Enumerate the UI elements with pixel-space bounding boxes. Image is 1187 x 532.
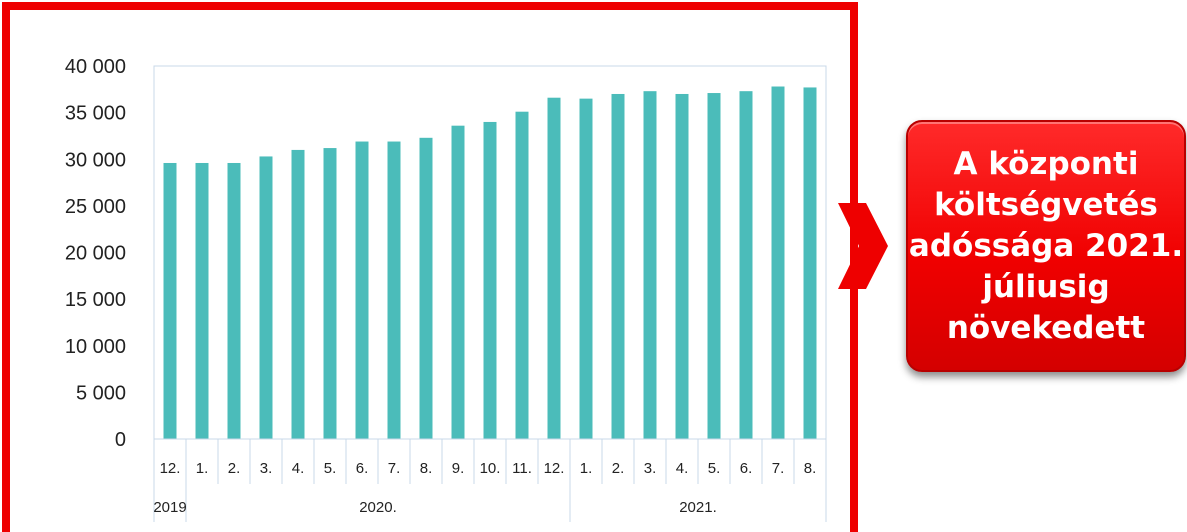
y-tick-label: 15 000 bbox=[65, 289, 126, 311]
x-tick-label: 3. bbox=[644, 460, 657, 477]
bar bbox=[483, 121, 497, 439]
x-tick-label: 7. bbox=[388, 460, 401, 477]
bar bbox=[291, 149, 305, 440]
y-tick-label: 5 000 bbox=[76, 382, 126, 404]
x-tick-label: 2. bbox=[612, 460, 625, 477]
bar bbox=[579, 98, 593, 439]
y-tick-label: 35 000 bbox=[65, 103, 126, 125]
x-tick-label: 5. bbox=[708, 460, 721, 477]
bar bbox=[195, 162, 209, 440]
bar bbox=[355, 141, 369, 439]
bar bbox=[515, 111, 529, 439]
bar bbox=[611, 93, 625, 439]
callout-box: A központi költségvetés adóssága 2021. júli… bbox=[906, 120, 1186, 372]
x-tick-label: 9. bbox=[452, 460, 465, 477]
x-tick-label: 12. bbox=[544, 460, 565, 477]
bar bbox=[227, 162, 241, 440]
callout-text: A központi költségvetés adóssága 2021. júli… bbox=[909, 144, 1183, 349]
x-tick-label: 12. bbox=[160, 460, 181, 477]
y-tick-label: 30 000 bbox=[65, 149, 126, 171]
y-axis: 0 5 000 10 000 15 000 20 000 25 000 30 000 35 0… bbox=[65, 56, 126, 451]
bar bbox=[643, 91, 657, 440]
x-tick-label: 11. bbox=[512, 460, 532, 477]
bar bbox=[323, 148, 337, 439]
bar bbox=[547, 97, 561, 439]
y-tick-label: 25 000 bbox=[65, 196, 126, 218]
y-tick-label: 10 000 bbox=[65, 336, 126, 358]
bar bbox=[163, 162, 177, 440]
bar bbox=[803, 87, 817, 439]
bars bbox=[163, 86, 817, 440]
x-tick-label: 8. bbox=[420, 460, 433, 477]
x-tick-label: 6. bbox=[356, 460, 369, 477]
x-tick-label: 4. bbox=[676, 460, 689, 477]
bar bbox=[451, 125, 465, 440]
y-tick-label: 20 000 bbox=[65, 243, 126, 265]
y-tick-label: 0 bbox=[115, 429, 126, 451]
arrow-chevron-icon bbox=[838, 203, 888, 289]
bar bbox=[739, 91, 753, 440]
y-tick-label: 40 000 bbox=[65, 56, 126, 78]
bar bbox=[707, 93, 721, 439]
callout-line: adóssága 2021. bbox=[908, 227, 1184, 264]
x-tick-label: 1. bbox=[580, 460, 593, 477]
x-axis: 12. 1. 2. 3. 4. 5. 6. 7. 8. 9. 10. 11. 12. 1. 2. 3. 4. 5.… bbox=[153, 438, 827, 522]
bar bbox=[771, 86, 785, 439]
bar bbox=[419, 137, 433, 440]
x-tick-label: 5. bbox=[324, 460, 337, 477]
x-tick-label: 7. bbox=[772, 460, 785, 477]
x-tick-label: 6. bbox=[740, 460, 753, 477]
x-tick-label: 2. bbox=[228, 460, 241, 477]
callout-line: A központi bbox=[953, 145, 1139, 182]
callout-line: növekedett bbox=[946, 309, 1146, 346]
x-tick-label: 1. bbox=[196, 460, 209, 477]
x-tick-label: 4. bbox=[292, 460, 305, 477]
callout-line: költségvetés bbox=[934, 186, 1158, 223]
year-label: 2020. bbox=[359, 499, 397, 516]
x-tick-label: 10. bbox=[480, 460, 501, 477]
bar bbox=[259, 156, 273, 439]
callout-line: júliusig bbox=[982, 268, 1110, 305]
x-tick-label: 8. bbox=[804, 460, 817, 477]
bar bbox=[675, 93, 689, 439]
bar bbox=[387, 141, 401, 439]
x-tick-label: 3. bbox=[260, 460, 273, 477]
year-label: 2019 bbox=[153, 499, 186, 516]
year-label: 2021. bbox=[679, 499, 717, 516]
